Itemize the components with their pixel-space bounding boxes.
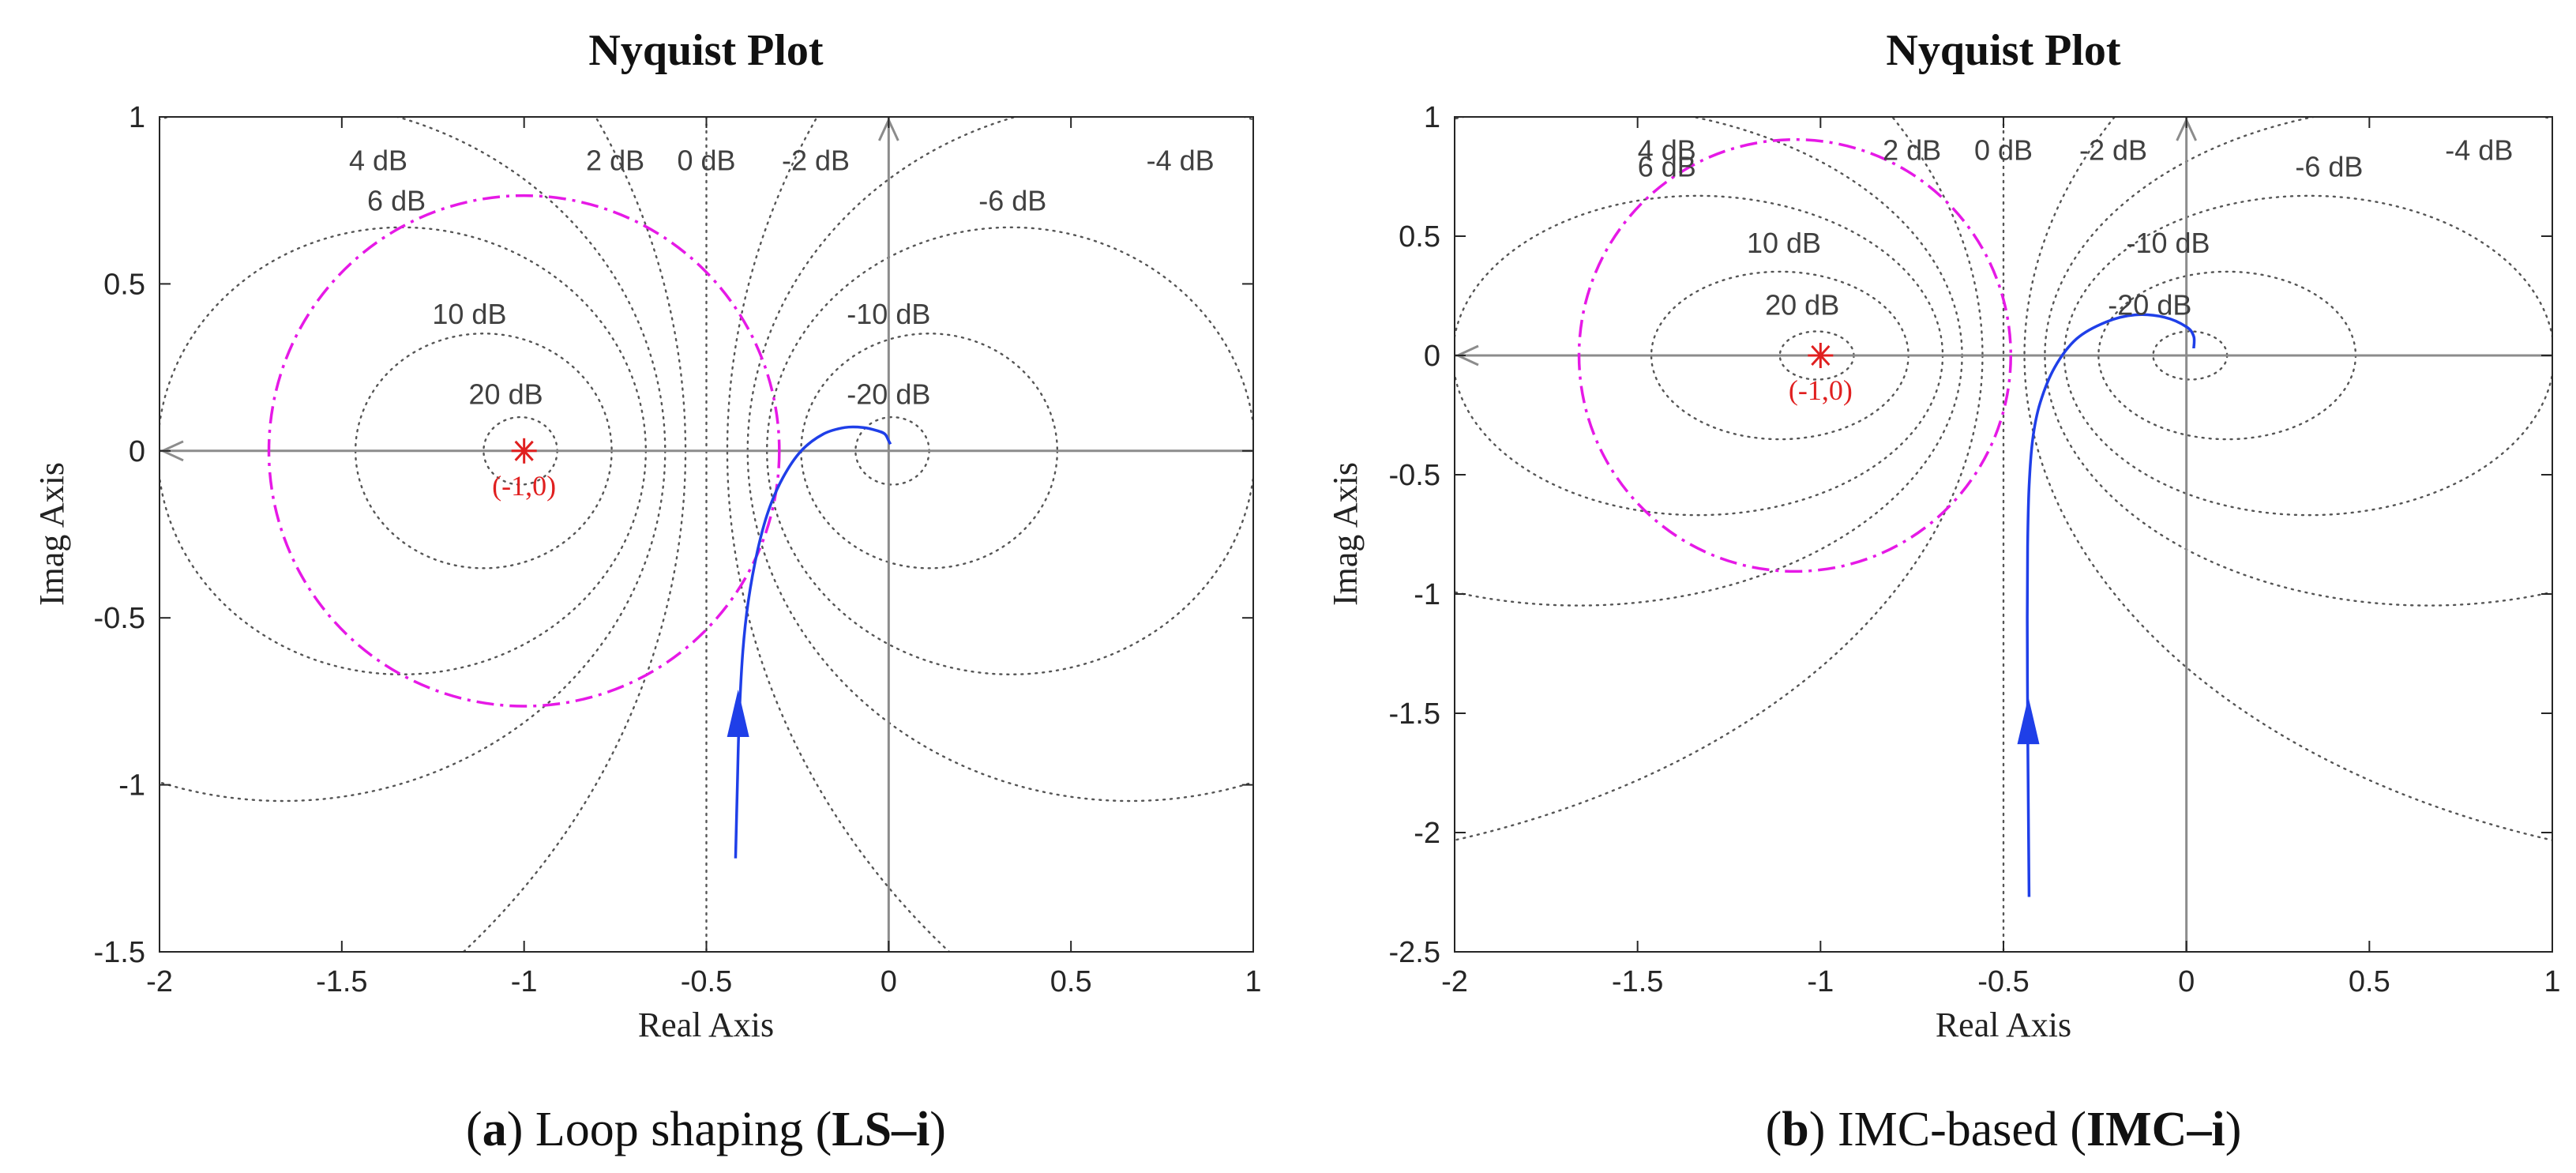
m-circle-label: 4 dB — [1638, 133, 1696, 166]
x-tick-label: 0.5 — [2349, 965, 2390, 998]
m-circle-label: 4 dB — [349, 145, 407, 177]
robustness-circle — [1577, 137, 2013, 573]
direction-arrow-icon — [727, 690, 749, 738]
m-circle-label: -2 dB — [2079, 133, 2147, 166]
nyquist-curve — [734, 425, 892, 859]
m-circle-label: 20 dB — [469, 378, 543, 411]
m-circle--2db — [2023, 117, 2552, 841]
m-circle-label: 6 dB — [367, 184, 426, 216]
x-tick-labels: -2 -1.5 -1 -0.5 0 0.5 1 — [1441, 117, 2561, 998]
panel-caption-a: (a) Loop shaping (LS–i) — [466, 1103, 946, 1156]
y-tick-label: -2 — [1414, 817, 1440, 850]
x-axis-label: Real Axis — [1936, 1006, 2071, 1044]
m-circle-label: 2 dB — [586, 145, 644, 177]
m-circle-label: -4 dB — [2445, 133, 2513, 166]
y-tick-label: 1 — [1424, 101, 1440, 134]
x-tick-label: 1 — [1245, 965, 1261, 998]
m-circle-label: -20 dB — [2108, 289, 2191, 321]
x-tick-label: 0 — [881, 965, 897, 998]
m-circle-label: -20 dB — [847, 378, 930, 411]
caption-method: IMC–i — [2086, 1103, 2225, 1156]
x-axis-label: Real Axis — [638, 1006, 774, 1044]
m-circle-label: 0 dB — [677, 145, 735, 177]
axis-lines — [160, 117, 1253, 952]
caption-method: LS–i — [832, 1103, 929, 1156]
caption-tag: a — [483, 1103, 507, 1156]
axis-lines — [1455, 117, 2552, 952]
m-circle-grid — [1455, 117, 2552, 952]
y-tick-label: -1.5 — [1389, 697, 1440, 731]
m-circle-labels: 4 dB 6 dB 2 dB 0 dB -2 dB -4 dB -6 dB 10 dB -10 … — [349, 145, 1215, 411]
m-circle-label: 0 dB — [1974, 133, 2033, 166]
m-circle-labels: 4 dB6 dB 2 dB 0 dB -2 dB -4 dB -6 dB 10 dB -10 … — [1638, 133, 2514, 321]
x-tick-label: 1 — [2544, 965, 2560, 998]
nyquist-panel-imc: Nyquist Plot 4 dB6 dB2 dB 0 dB -2 dB -4 dB-… — [1326, 26, 2561, 1156]
robustness-circle — [267, 194, 781, 708]
panel-caption-b: (b) IMC-based (IMC–i) — [1766, 1103, 2242, 1156]
nyquist-curve — [2026, 313, 2196, 897]
critical-point-marker: (-1,0) — [492, 438, 556, 502]
y-axis-label: Imag Axis — [1326, 462, 1365, 606]
nyquist-panel-ls: Nyquist Plot 4 dB6 dB2 dB 0 dB -2 dB -4 dB-… — [32, 26, 1262, 1156]
y-tick-label: -2.5 — [1389, 936, 1440, 969]
plot-area: 4 dB6 dB 2 dB 0 dB -2 dB -4 dB -6 dB 10 dB -10 … — [1455, 117, 2552, 952]
m-circle-label: -4 dB — [1147, 145, 1215, 177]
chart-title: Nyquist Plot — [1886, 26, 2120, 75]
critical-point-label: (-1,0) — [1789, 374, 1853, 406]
y-tick-label: -0.5 — [1389, 459, 1440, 492]
caption-close: ) — [2225, 1103, 2242, 1156]
critical-point-label: (-1,0) — [492, 470, 556, 502]
y-tick-label: -1.5 — [94, 936, 145, 969]
m-circle-label: -2 dB — [782, 145, 850, 177]
x-tick-label: -0.5 — [1977, 965, 2029, 998]
x-tick-label: -1.5 — [316, 965, 367, 998]
direction-arrow-icon — [2017, 697, 2040, 745]
x-tick-label: -1 — [511, 965, 538, 998]
caption-close: ) — [929, 1103, 946, 1156]
y-tick-label: 0.5 — [1399, 220, 1440, 254]
plot-frame — [1454, 116, 2553, 953]
x-tick-labels: -2 -1.5 -1 -0.5 0 0.5 1 — [146, 117, 1262, 998]
y-tick-label: 0.5 — [103, 268, 145, 301]
x-tick-label: -2 — [1441, 965, 1468, 998]
m-circle-label: -6 dB — [978, 184, 1046, 216]
x-tick-label: -0.5 — [681, 965, 732, 998]
caption-text: IMC-based ( — [1838, 1103, 2086, 1156]
y-tick-label: -1 — [1414, 578, 1440, 611]
y-tick-label: -0.5 — [94, 602, 145, 635]
y-tick-label: 1 — [129, 101, 145, 134]
plot-frame — [159, 116, 1254, 953]
m-circle-label: -10 dB — [2126, 227, 2210, 259]
critical-point-marker: (-1,0) — [1789, 343, 1853, 406]
y-tick-labels: -2.5 -2 -1.5 -1 -0.5 0 0.5 1 — [1389, 101, 2552, 969]
m-circle-label: 2 dB — [1883, 133, 1941, 166]
m-circle-label: 10 dB — [432, 298, 506, 330]
m-circle--2db — [727, 117, 952, 952]
x-tick-label: -1.5 — [1612, 965, 1663, 998]
y-tick-labels: -1.5 -1 -0.5 0 0.5 1 — [94, 101, 1253, 969]
m-circle--6db — [2063, 194, 2552, 517]
x-tick-label: -1 — [1807, 965, 1834, 998]
m-circle-label: 6 dB — [1638, 151, 1696, 183]
caption-tag: b — [1782, 1103, 1808, 1156]
m-circle-label: 20 dB — [1765, 289, 1839, 321]
caption-text: Loop shaping ( — [535, 1103, 832, 1156]
y-tick-label: -1 — [118, 769, 145, 803]
y-axis-label: Imag Axis — [32, 462, 71, 606]
x-tick-label: 0 — [2178, 965, 2195, 998]
plot-area: 4 dB 6 dB 2 dB 0 dB -2 dB -4 dB -6 dB 10 dB -10 … — [160, 117, 1253, 952]
m-circle-label: 10 dB — [1747, 227, 1821, 259]
chart-title: Nyquist Plot — [588, 26, 823, 75]
x-tick-label: -2 — [146, 965, 173, 998]
m-circle-label: -10 dB — [847, 298, 930, 330]
y-tick-label: 0 — [129, 435, 145, 468]
m-circle-label: -6 dB — [2295, 151, 2363, 183]
x-tick-label: 0.5 — [1050, 965, 1092, 998]
y-tick-label: 0 — [1424, 340, 1440, 373]
